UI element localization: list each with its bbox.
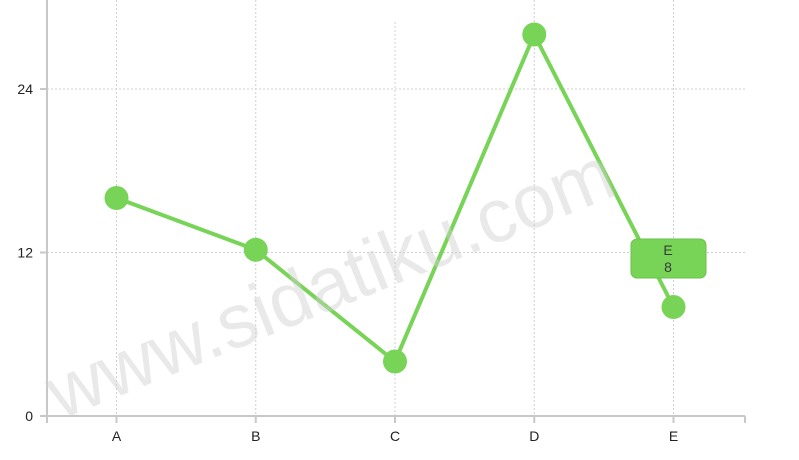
y-tick-label: 24 (17, 81, 33, 97)
axes (40, 0, 746, 423)
x-tick-label: E (669, 428, 678, 444)
x-tick-label: B (251, 428, 260, 444)
data-point (522, 22, 547, 47)
data-point (383, 349, 407, 374)
data-point (104, 186, 129, 210)
x-tick-label: D (529, 428, 539, 444)
tooltip-box (630, 238, 707, 279)
x-tick-label: C (390, 428, 400, 444)
tick-labels: 0 12 24 A B C D E (17, 81, 678, 444)
data-point (661, 295, 686, 319)
tooltip: E 8 (630, 238, 707, 279)
watermark: www.sidatiku.com (34, 131, 627, 436)
y-tick-label: 0 (25, 408, 33, 424)
series-layer (104, 22, 686, 374)
data-point (243, 237, 268, 262)
y-tick-label: 12 (17, 245, 33, 261)
tooltip-category: E (663, 242, 672, 258)
x-tick-label: A (112, 428, 122, 444)
tooltip-value: 8 (664, 259, 672, 275)
